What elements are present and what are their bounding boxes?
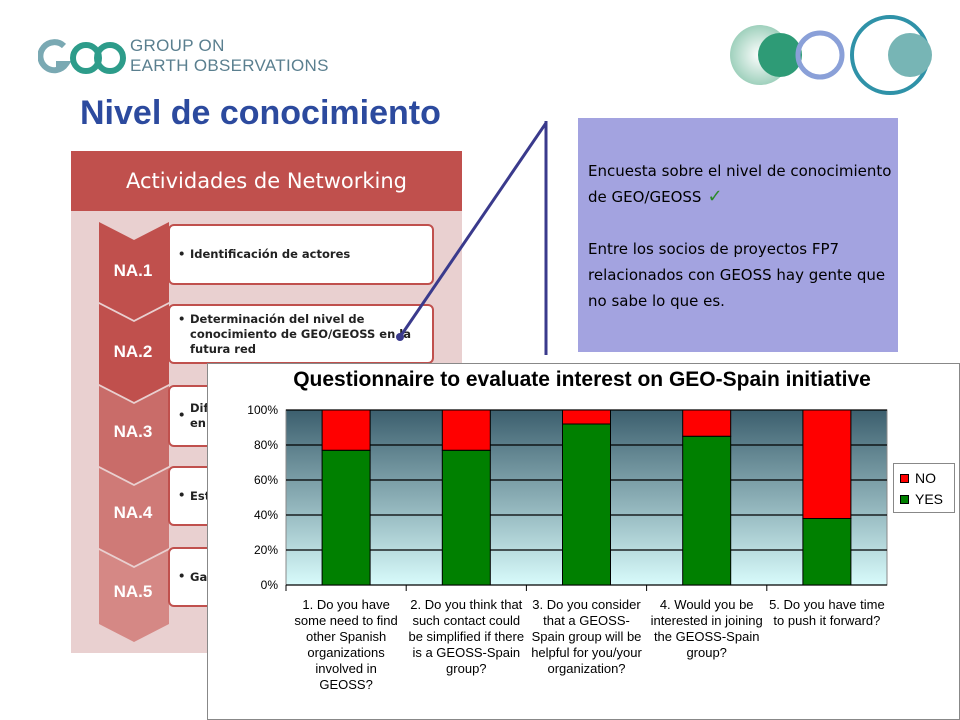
- bar-no: [321, 409, 371, 451]
- callout-lines: [396, 121, 548, 355]
- legend-label-no: NO: [915, 470, 936, 486]
- chart-title: Questionnaire to evaluate interest on GE…: [293, 368, 871, 391]
- x-category-label: 1. Do you have some need to find other S…: [294, 597, 398, 692]
- chevron-na3: [99, 386, 169, 484]
- y-tick-label: 0%: [261, 578, 279, 592]
- y-tick-label: 60%: [254, 473, 278, 487]
- y-tick-label: 100%: [247, 403, 278, 417]
- chevron-column: [99, 222, 169, 642]
- checkmark-icon: ✓: [707, 186, 723, 207]
- chevron-label-na2: NA.2: [113, 342, 153, 361]
- logo-text: GROUP ON EARTH OBSERVATIONS: [130, 36, 329, 76]
- info-text-1: Encuesta sobre el nivel de conocimiento …: [588, 162, 892, 206]
- info-paragraph-2: Entre los socios de proyectos FP7 relaci…: [588, 240, 886, 310]
- legend-item-yes: YES: [900, 491, 943, 507]
- y-tick-label: 40%: [254, 508, 278, 522]
- activity-na2-text: Determinación del nivel de conocimiento …: [190, 312, 411, 356]
- x-category-label: 5. Do you have time to push it forward?: [769, 597, 885, 628]
- activity-na1: • Identificación de actores: [168, 224, 434, 285]
- activity-na2: • Determinación del nivel de conocimiento…: [168, 304, 434, 364]
- activity-na3-text: Dif en: [190, 401, 209, 430]
- x-category-label: 3. Do you consider that a GEOSS-Spain gr…: [531, 597, 642, 676]
- bar-no: [802, 409, 852, 519]
- y-tick-label: 20%: [254, 543, 278, 557]
- chevron-label-na1: NA.1: [113, 261, 153, 280]
- bar-no: [441, 409, 491, 451]
- bar-no: [682, 409, 732, 437]
- info-paragraph-1: Encuesta sobre el nivel de conocimiento …: [588, 158, 893, 210]
- chevron-label-na3: NA.3: [113, 422, 153, 441]
- x-category-label: 2. Do you think that such contact could …: [408, 597, 525, 676]
- bar-yes: [562, 423, 611, 586]
- chevron-na1: [99, 222, 169, 320]
- activity-na5-text: Ga: [190, 569, 208, 584]
- bar-yes: [441, 449, 491, 586]
- bar-yes: [802, 518, 852, 586]
- info-box: Encuesta sobre el nivel de conocimiento …: [578, 118, 898, 352]
- networking-panel-header: Actividades de Networking: [71, 151, 462, 211]
- chevron-na5: [99, 550, 169, 642]
- bar-yes: [682, 435, 732, 586]
- geo-logo-mark: [38, 39, 126, 74]
- chevron-na4: [99, 468, 169, 566]
- geo-logo: [38, 39, 126, 74]
- chart: 0% 20% 40% 60% 80% 100%: [247, 403, 888, 592]
- logo-line2: EARTH OBSERVATIONS: [130, 56, 329, 75]
- bar-yes: [321, 449, 371, 586]
- chart-legend: NO YES: [893, 463, 955, 513]
- legend-swatch-yes: [900, 494, 909, 504]
- decorative-circles: [730, 15, 932, 95]
- page-title: Nivel de conocimiento: [80, 94, 441, 132]
- chevron-na2: [99, 304, 169, 402]
- chevron-label-na4: NA.4: [113, 503, 153, 522]
- chevron-label-na5: NA.5: [113, 582, 153, 601]
- x-category-label: 4. Would you be interested in joining th…: [650, 597, 763, 660]
- legend-label-yes: YES: [915, 491, 944, 507]
- activity-na4-text: Est: [190, 488, 211, 503]
- bar-no: [562, 409, 611, 425]
- logo-line1: GROUP ON: [130, 36, 225, 55]
- legend-swatch-no: [900, 473, 909, 483]
- y-tick-label: 80%: [254, 438, 278, 452]
- legend-item-no: NO: [900, 470, 936, 486]
- activity-na1-text: Identificación de actores: [190, 247, 351, 261]
